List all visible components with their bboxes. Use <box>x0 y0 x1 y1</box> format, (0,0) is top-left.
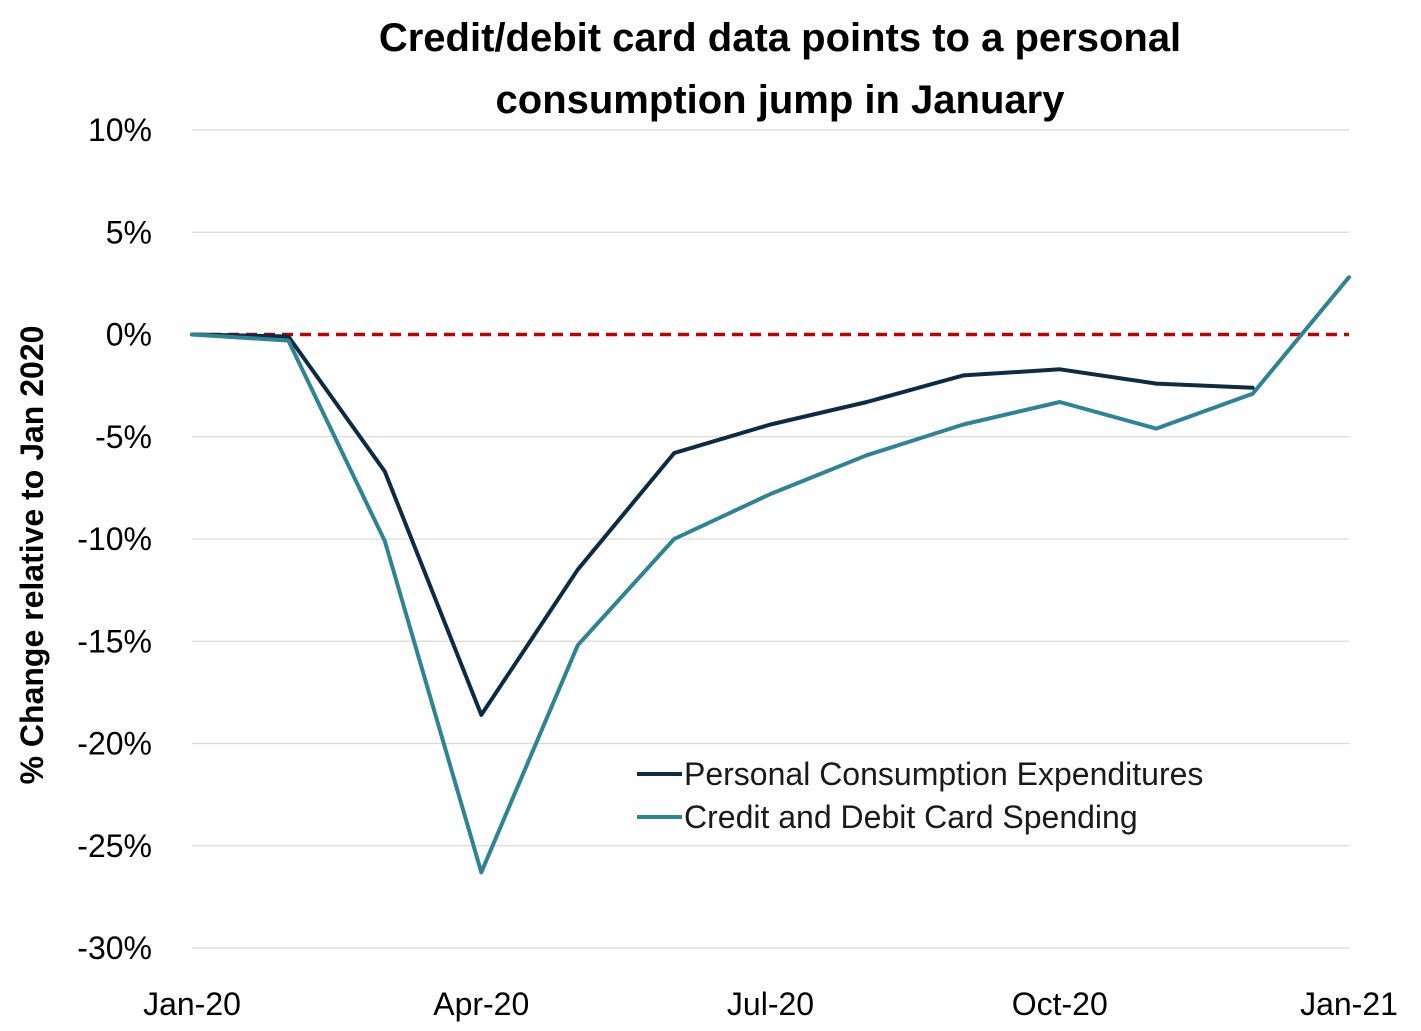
x-tick-label: Jul-20 <box>727 986 814 1022</box>
y-tick-label: -10% <box>77 521 152 557</box>
x-tick-label: Jan-21 <box>1300 986 1398 1022</box>
y-tick-label: -30% <box>77 930 152 966</box>
y-tick-label: -15% <box>77 623 152 659</box>
y-tick-label: 5% <box>106 214 152 250</box>
chart-title-line-1: Credit/debit card data points to a perso… <box>378 16 1182 60</box>
series-line-1 <box>190 332 1255 717</box>
y-axis-label: % Change relative to Jan 2020 <box>14 326 50 785</box>
chart-title-line-2: consumption jump in January <box>495 78 1065 122</box>
legend-label: Personal Consumption Expenditures <box>684 756 1203 792</box>
series-line-2 <box>190 275 1351 875</box>
gridlines <box>192 129 1349 949</box>
y-tick-label: 10% <box>88 112 152 148</box>
x-axis-ticks: Jan-20 Apr-20 Jul-20 Oct-20 Jan-21 <box>143 986 1398 1022</box>
x-tick-label: Jan-20 <box>143 986 241 1022</box>
y-tick-label: -20% <box>77 726 152 762</box>
y-tick-label: -5% <box>95 419 152 455</box>
y-tick-label: 0% <box>106 317 152 353</box>
series-lines <box>190 275 1351 875</box>
y-axis-ticks: 10% 5% 0% -5% -10% -15% -20% -25% -30% <box>77 112 152 966</box>
x-tick-label: Oct-20 <box>1012 986 1108 1022</box>
y-tick-label: -25% <box>77 828 152 864</box>
legend: Personal Consumption Expenditures Credit … <box>637 756 1203 835</box>
legend-label: Credit and Debit Card Spending <box>684 799 1138 835</box>
x-tick-label: Apr-20 <box>433 986 529 1022</box>
